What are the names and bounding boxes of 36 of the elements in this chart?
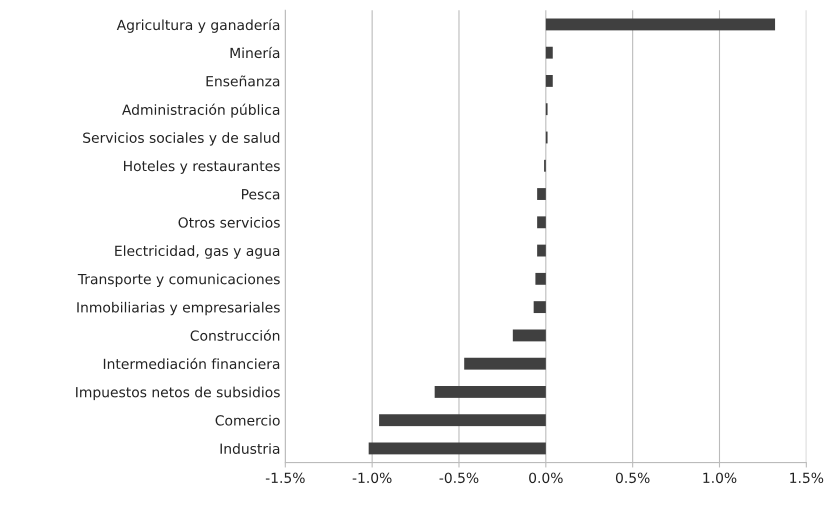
y-tick-label: Servicios sociales y de salud	[83, 132, 280, 146]
x-tick-label: 1.0%	[703, 472, 736, 484]
y-tick-label: Impuestos netos de subsidios	[76, 386, 280, 400]
y-tick-label: Otros servicios	[178, 217, 280, 228]
y-tick-label: Transporte y comunicaciones	[78, 274, 280, 288]
y-tick-label: Agricultura y ganadería	[116, 18, 280, 33]
y-tick-label: Enseñanza	[206, 75, 280, 86]
y-tick-label: Pesca	[242, 189, 280, 200]
y-tick-label: Electricidad, gas y agua	[115, 245, 280, 259]
bar	[434, 386, 546, 398]
y-tick-label: Hoteles y restaurantes	[124, 160, 280, 174]
y-tick-label: Inmobiliarias y empresariales	[77, 302, 280, 316]
bar	[546, 18, 776, 30]
bar	[368, 442, 546, 454]
x-tick-label: 0.0%	[529, 472, 563, 484]
bar	[512, 329, 546, 342]
bar	[535, 272, 546, 285]
y-tick-label: Industria	[220, 443, 280, 454]
y-tick-label: Minería	[230, 46, 280, 58]
y-tick-label: Administración pública	[122, 104, 280, 118]
y-tick-label: Construcción	[190, 330, 280, 341]
bar	[464, 358, 546, 370]
x-tick-label: 1.5%	[790, 472, 824, 484]
x-tick-label: -1.5%	[266, 472, 305, 484]
bar	[537, 216, 546, 228]
x-tick-label: -1.0%	[352, 472, 392, 484]
bar	[537, 188, 546, 200]
x-tick-label: -0.5%	[440, 472, 478, 484]
bar	[534, 301, 546, 314]
y-tick-label: Intermediación financiera	[104, 358, 280, 370]
bar	[379, 414, 546, 426]
bar	[537, 244, 546, 257]
bar	[546, 46, 553, 59]
x-tick-label: 0.5%	[616, 472, 650, 484]
y-tick-label: Comercio	[216, 414, 280, 426]
bar	[546, 75, 553, 87]
